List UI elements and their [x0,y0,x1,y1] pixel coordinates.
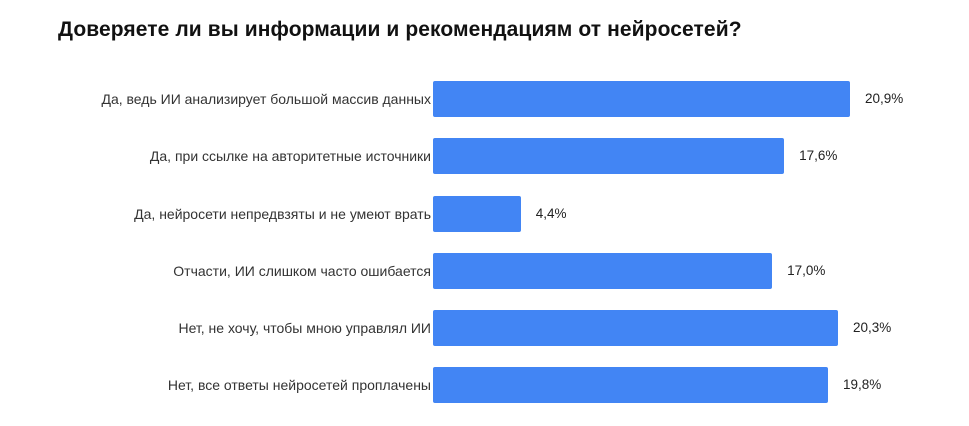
bar-value-label: 20,9% [864,91,904,106]
bar-row: Да, при ссылке на авторитетные источники… [0,138,969,174]
bar-label: Отчасти, ИИ слишком часто ошибается [173,263,431,279]
bar [433,367,828,403]
bar [433,138,785,174]
bar-row: Отчасти, ИИ слишком часто ошибается 17,0… [0,253,969,289]
bar-label: Да, нейросети непредвзяты и не умеют вра… [134,206,431,222]
bar-value-label: 4,4% [535,206,567,221]
bar [433,196,521,232]
bar-value-label: 20,3% [852,320,892,335]
bar-value-label: 19,8% [843,377,882,392]
chart-title: Доверяете ли вы информации и рекомендаци… [58,18,742,41]
bar-row: Нет, не хочу, чтобы мною управлял ИИ 20,… [0,310,969,346]
bar-row: Да, ведь ИИ анализирует большой массив д… [0,81,969,117]
bar-row: Нет, все ответы нейросетей проплачены 19… [0,367,969,403]
bar-value-label: 17,0% [787,263,826,278]
bar-label: Нет, не хочу, чтобы мною управлял ИИ [178,320,431,336]
bar-label: Нет, все ответы нейросетей проплачены [167,377,431,393]
bar [433,310,838,346]
bar [433,253,773,289]
bar [433,81,850,117]
bar-label: Да, ведь ИИ анализирует большой массив д… [101,91,431,107]
bar-label: Да, при ссылке на авторитетные источники [149,148,431,164]
bar-value-label: 17,6% [799,148,838,163]
bar-row: Да, нейросети непредвзяты и не умеют вра… [0,196,969,232]
